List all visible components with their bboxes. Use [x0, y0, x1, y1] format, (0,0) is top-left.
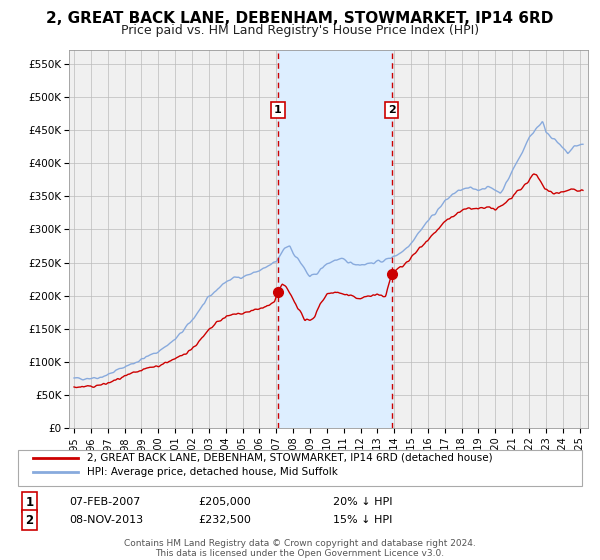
Text: 2, GREAT BACK LANE, DEBENHAM, STOWMARKET, IP14 6RD (detached house): 2, GREAT BACK LANE, DEBENHAM, STOWMARKET…	[87, 453, 493, 463]
Text: 20% ↓ HPI: 20% ↓ HPI	[333, 497, 392, 507]
Text: £205,000: £205,000	[198, 497, 251, 507]
Text: 1: 1	[274, 105, 282, 115]
Text: Price paid vs. HM Land Registry's House Price Index (HPI): Price paid vs. HM Land Registry's House …	[121, 24, 479, 37]
Text: 15% ↓ HPI: 15% ↓ HPI	[333, 515, 392, 525]
Text: Contains HM Land Registry data © Crown copyright and database right 2024.: Contains HM Land Registry data © Crown c…	[124, 539, 476, 548]
Text: 07-FEB-2007: 07-FEB-2007	[69, 497, 140, 507]
Text: 2: 2	[25, 514, 34, 527]
Text: 1: 1	[25, 496, 34, 509]
Text: This data is licensed under the Open Government Licence v3.0.: This data is licensed under the Open Gov…	[155, 549, 445, 558]
Text: £232,500: £232,500	[198, 515, 251, 525]
Text: 2, GREAT BACK LANE, DEBENHAM, STOWMARKET, IP14 6RD: 2, GREAT BACK LANE, DEBENHAM, STOWMARKET…	[46, 11, 554, 26]
Text: HPI: Average price, detached house, Mid Suffolk: HPI: Average price, detached house, Mid …	[87, 467, 338, 477]
Bar	[278, 50, 392, 428]
Text: 2: 2	[388, 105, 395, 115]
Text: 08-NOV-2013: 08-NOV-2013	[69, 515, 143, 525]
